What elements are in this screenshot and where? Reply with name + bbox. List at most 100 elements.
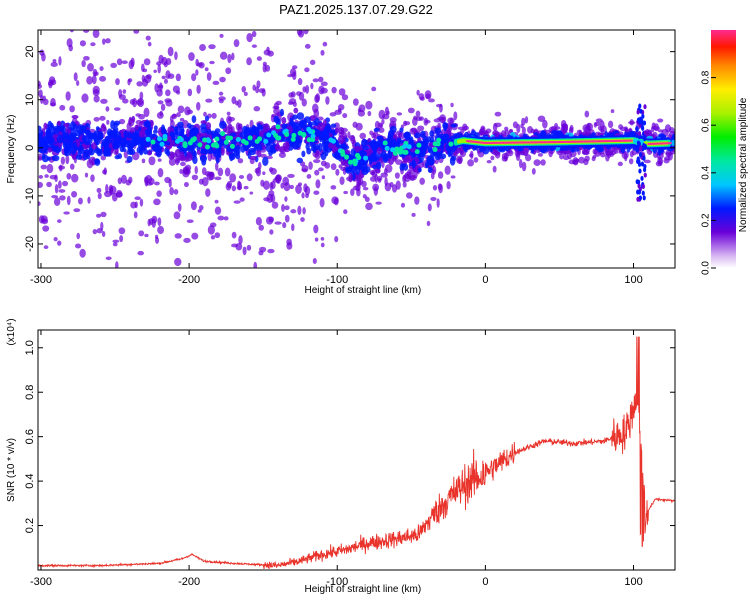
spectrogram-cell	[197, 142, 203, 148]
colorbar-gradient	[711, 30, 736, 268]
spectrogram-cell	[223, 139, 229, 145]
spectrogram-cell	[281, 204, 285, 212]
spectrogram-cell	[521, 117, 526, 126]
spectrogram-cell	[117, 153, 123, 160]
spectrogram-cell	[275, 124, 281, 130]
spectrogram-cell	[71, 173, 79, 183]
spectrogram-cell	[142, 78, 149, 87]
spectrogram-cell	[112, 242, 118, 247]
spectrogram-cell	[283, 182, 291, 192]
spectrogram-cell	[352, 185, 360, 191]
spectrogram-cell	[258, 124, 264, 130]
spectrogram-cell	[127, 144, 135, 149]
spectrogram-cell	[146, 74, 152, 80]
spectrogram-cell	[379, 157, 383, 164]
spectrogram-cell	[143, 148, 149, 155]
spectrogram-cell	[77, 197, 83, 205]
spectrogram-cell	[378, 127, 385, 134]
spectrogram-cell	[371, 143, 378, 152]
spectrogram-cell	[147, 41, 152, 47]
spectrogram-cell	[641, 190, 645, 196]
spectrogram-cell	[150, 139, 156, 145]
spectrogram-cell	[642, 143, 646, 149]
spectrogram-x-tick-label: 0	[482, 274, 488, 286]
spectrogram-cell	[638, 103, 642, 109]
spectrogram-cell	[322, 41, 328, 47]
spectrogram-cell	[287, 173, 295, 179]
spectrogram-cell	[105, 256, 112, 261]
spectrogram-cell	[453, 111, 458, 121]
spectrogram-cell	[233, 39, 240, 48]
spectrogram-cell	[297, 78, 303, 86]
spectrogram-cell	[256, 56, 262, 61]
spectrogram-cell	[214, 199, 219, 204]
snr-frame	[37, 329, 676, 571]
spectrogram-cell	[263, 138, 269, 144]
spectrogram-cell	[138, 230, 145, 237]
spectrogram-cell	[115, 261, 119, 268]
spectrogram-cell	[97, 149, 102, 155]
spectrogram-cell	[310, 82, 314, 90]
spectrogram-cell	[640, 118, 644, 124]
spectrogram-cell	[289, 68, 297, 77]
spectrogram-cell	[143, 107, 150, 118]
spectrogram-cell	[140, 19, 143, 27]
spectrogram-cell	[318, 76, 324, 83]
spectrogram-cell	[524, 116, 529, 124]
spectrogram-cell	[223, 291, 228, 296]
spectrogram-cell	[193, 129, 200, 135]
spectrogram-cell	[190, 143, 197, 150]
spectrogram-cell	[572, 157, 579, 166]
spectrogram-cell	[369, 130, 374, 136]
spectrogram-cell	[121, 60, 128, 65]
spectrogram-cell	[301, 192, 305, 199]
spectrogram-cell	[130, 148, 136, 155]
spectrogram-cell	[415, 116, 422, 122]
spectrogram-cell	[54, 174, 58, 183]
spectrogram-cell	[285, 141, 290, 150]
spectrogram-cell	[239, 197, 245, 202]
snr-x-tick-label: 100	[624, 576, 642, 588]
spectrogram-cell	[303, 30, 309, 35]
spectrogram-cell	[305, 193, 309, 199]
spectrogram-cell	[177, 105, 185, 114]
spectrogram-cell	[273, 102, 279, 110]
spectrogram-cell	[157, 158, 162, 162]
spectrogram-cell	[315, 179, 321, 189]
colorbar-label: Normalized spectral amplitude	[738, 97, 749, 232]
spectrogram-cell	[607, 120, 614, 129]
spectrogram-cell	[97, 192, 102, 200]
spectrogram-cell	[280, 182, 284, 189]
spectrogram-cell	[201, 177, 209, 187]
spectrogram-cell	[57, 219, 62, 223]
spectrogram-cell	[292, 140, 300, 150]
spectrogram-cell	[432, 165, 437, 175]
spectrogram-cell	[269, 229, 274, 235]
spectrogram-cell	[533, 159, 541, 167]
spectrogram-cell	[427, 156, 435, 166]
spectrogram-cell	[38, 181, 44, 188]
spectrogram-cell	[638, 168, 642, 174]
snr-x-tick-label: -100	[326, 576, 348, 588]
snr-series-line	[38, 336, 675, 570]
spectrogram-cell	[102, 38, 106, 45]
spectrogram-cell	[260, 179, 265, 187]
spectrogram-cell	[75, 243, 82, 249]
spectrogram-cell	[73, 72, 78, 82]
spectrogram-cell	[450, 102, 454, 108]
spectrogram-cell	[246, 173, 253, 182]
spectrogram-cell	[298, 91, 305, 101]
spectrogram-cell	[69, 30, 75, 33]
spectrogram-cell	[318, 85, 325, 95]
spectrogram-cell	[378, 109, 386, 120]
spectrogram-cell	[319, 197, 325, 208]
spectrogram-cell	[518, 158, 523, 169]
snr-y-tick-label: 0.8	[24, 385, 36, 400]
spectrogram-cell	[145, 35, 151, 41]
spectrogram-cell	[208, 44, 216, 50]
spectrogram-cell	[234, 148, 240, 157]
spectrogram-cell	[84, 172, 89, 178]
spectrogram-cell	[189, 130, 194, 137]
spectrogram-cell	[296, 30, 303, 36]
